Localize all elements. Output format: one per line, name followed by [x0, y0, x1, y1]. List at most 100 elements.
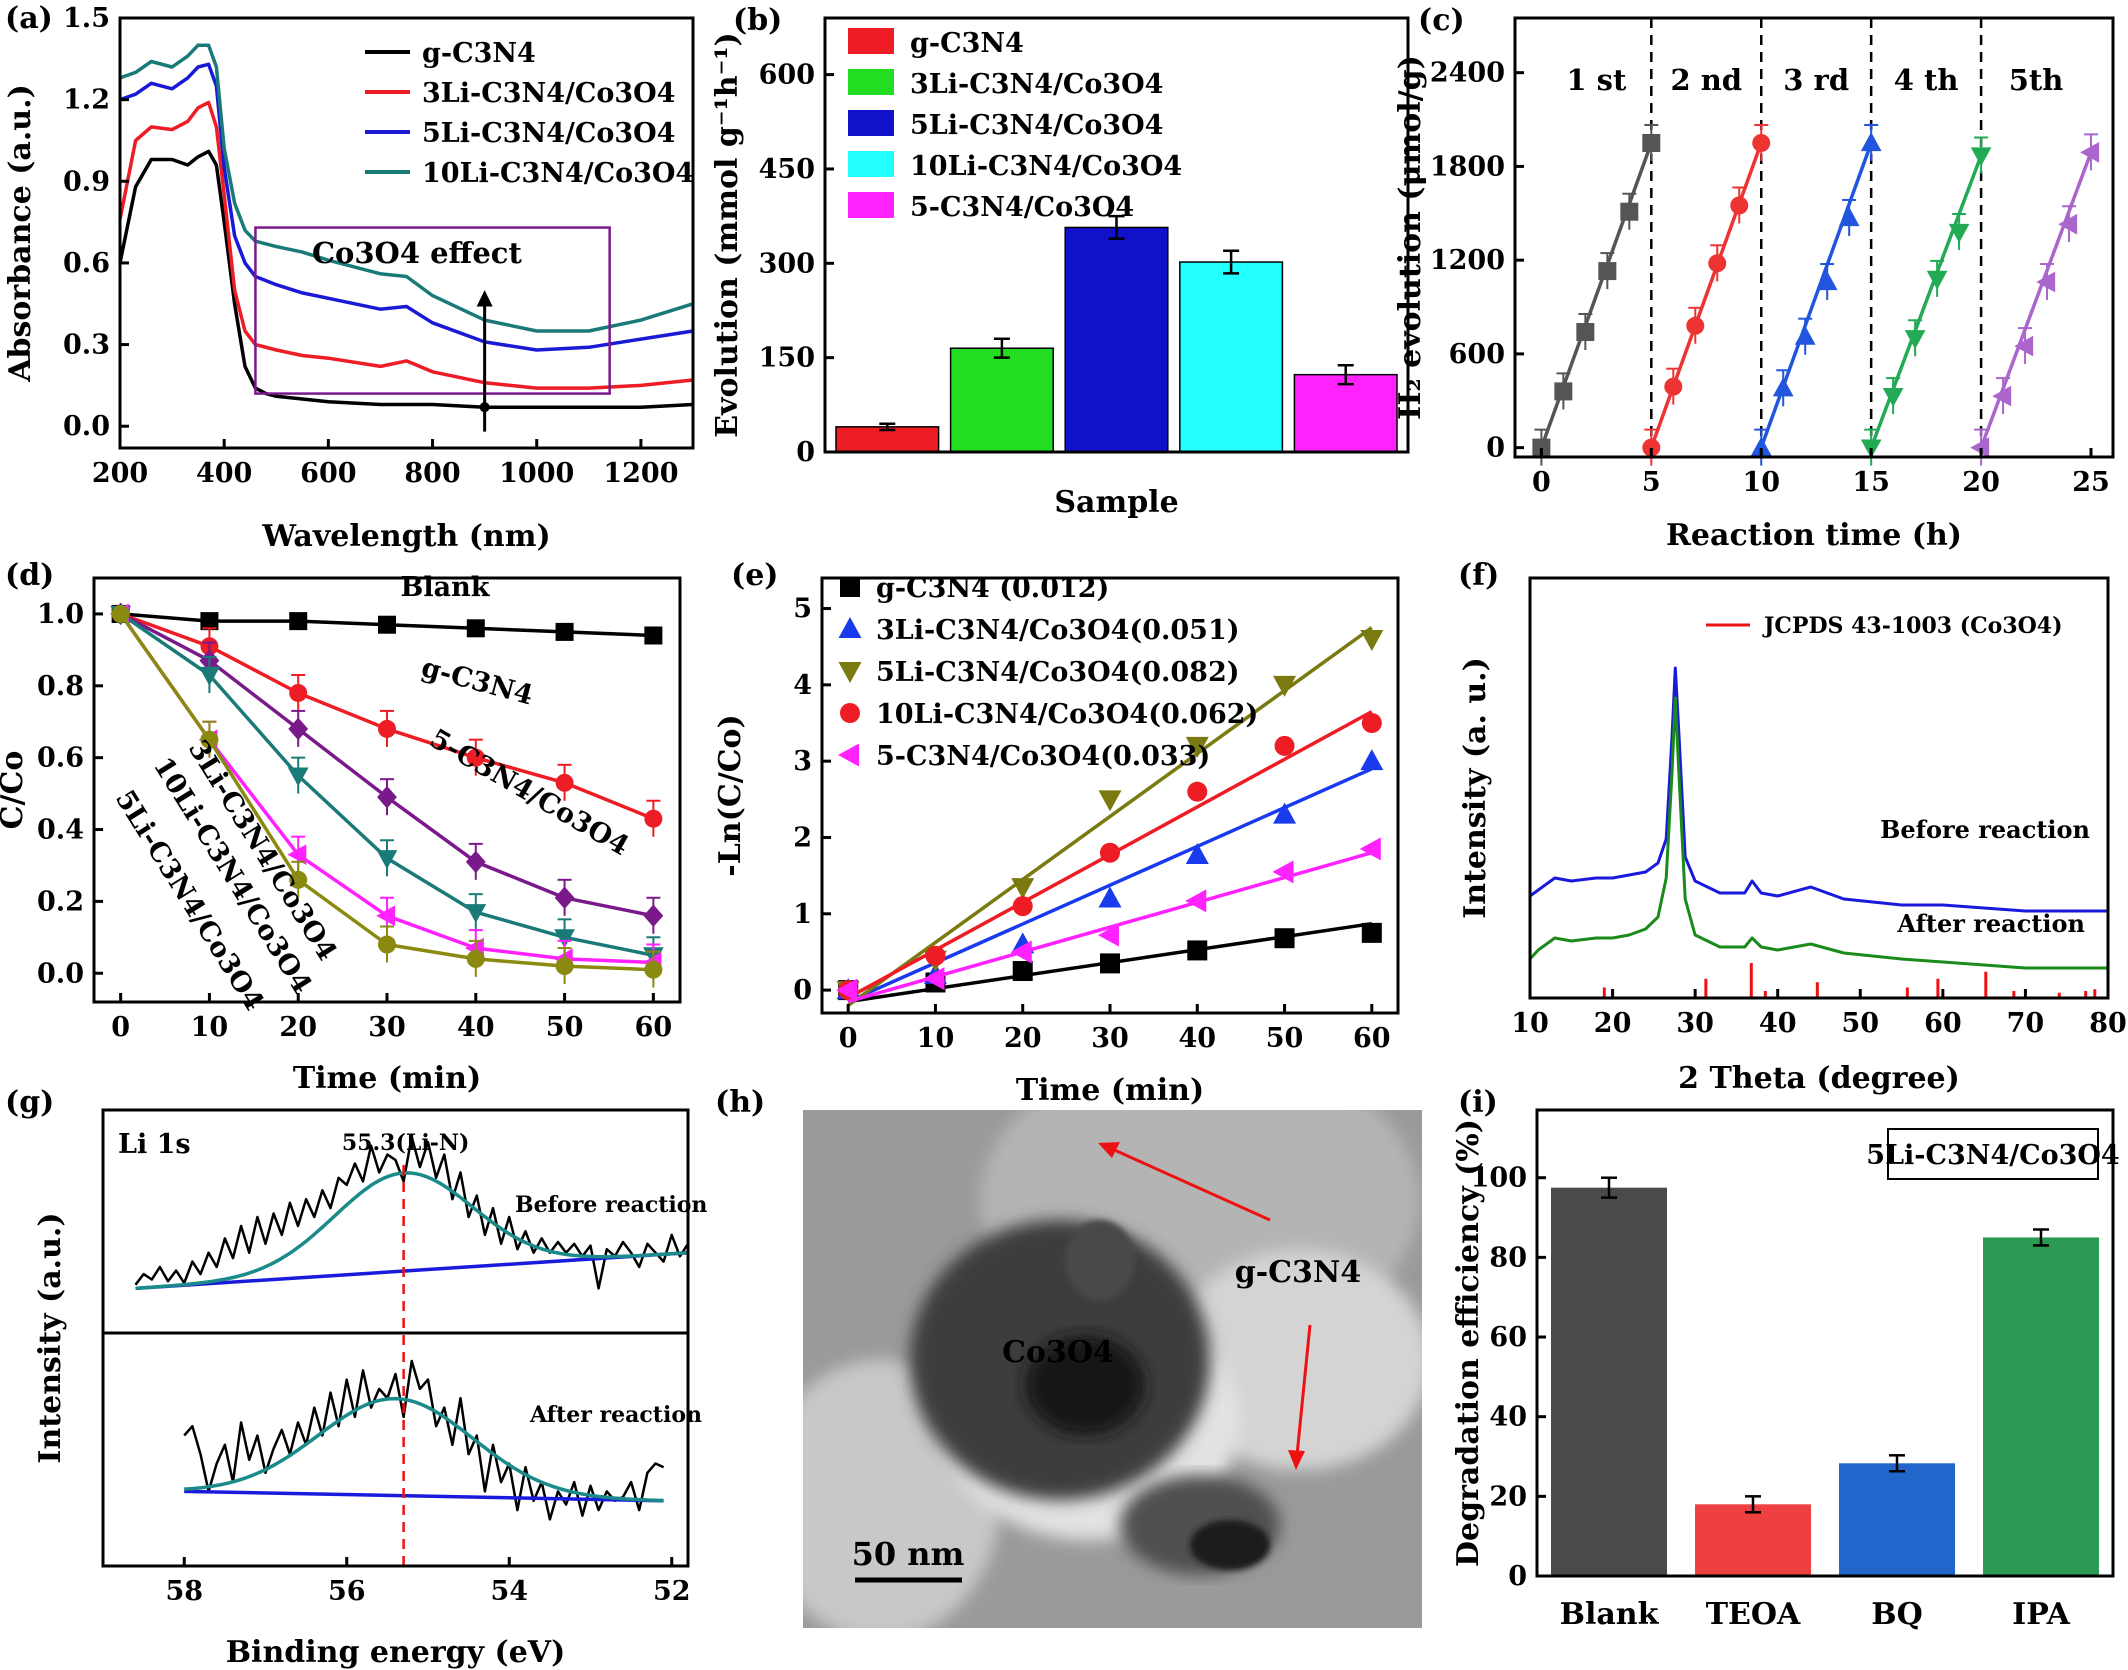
label-arrow-head [1098, 1142, 1120, 1158]
legend-label: 10Li-C3N4/Co3O4(0.062) [876, 699, 1258, 730]
x-tick-label: 50 [1266, 1023, 1304, 1054]
x-tick-label: 25 [2072, 467, 2110, 498]
x-tick-label: 1000 [499, 458, 574, 489]
legend-label: 3Li-C3N4/Co3O4 [910, 69, 1163, 100]
data-point [376, 850, 398, 870]
data-point [1664, 377, 1683, 396]
bar-i-3 [1983, 1237, 2099, 1576]
panel-series-label: Before reaction [515, 1192, 707, 1218]
x-tick-label: 10 [1742, 467, 1780, 498]
y-tick-label: 0.8 [37, 671, 84, 702]
data-point [1274, 735, 1295, 756]
raw-spectrum-1 [183, 1359, 665, 1521]
data-point [1012, 961, 1033, 982]
data-point [378, 615, 396, 634]
y-tick-label: 1200 [1430, 245, 1505, 276]
legend-label: 5-C3N4/Co3O4 [910, 192, 1134, 223]
data-point [1750, 436, 1772, 456]
y-tick-label: 60 [1489, 1322, 1527, 1353]
data-point [644, 809, 663, 828]
data-point [1708, 254, 1727, 273]
y-tick-label: 0.3 [63, 330, 110, 361]
panel-label: (b) [733, 3, 782, 38]
data-point [111, 604, 130, 623]
data-point [1794, 325, 1816, 345]
x-tick-label: 40 [1759, 1008, 1797, 1039]
data-point [289, 683, 308, 702]
legend-label: 5Li-C3N4/Co3O4(0.082) [876, 657, 1240, 688]
data-point [466, 619, 485, 638]
legend-box [1887, 1128, 2099, 1180]
data-point [1012, 896, 1033, 917]
legend-marker [838, 743, 859, 767]
x-category-label: Blank [1560, 1597, 1660, 1632]
y-axis-label: Evolution (mmol g⁻¹h⁻¹) [710, 32, 745, 438]
data-point [1098, 790, 1122, 812]
x-tick-label: 50 [1841, 1008, 1879, 1039]
data-point [2080, 142, 2100, 163]
x-tick-label: 40 [1178, 1023, 1216, 1054]
plot-frame-b [823, 16, 1410, 454]
baseline-0 [135, 1250, 689, 1291]
tem-particle [1065, 1220, 1135, 1300]
data-point [644, 960, 663, 979]
plot-frame-a [118, 16, 695, 450]
legend-label: 5Li-C3N4/Co3O4 [910, 110, 1163, 141]
x-tick-label: 70 [2007, 1008, 2045, 1039]
data-point [923, 967, 945, 991]
cycle-label: 4 th [1894, 63, 1959, 97]
panel-series-label: After reaction [529, 1402, 702, 1428]
data-point [1598, 262, 1617, 281]
y-tick-label: 100 [1471, 1163, 1527, 1194]
data-point [376, 905, 396, 927]
legend-swatch [848, 69, 894, 95]
baseline-1 [184, 1489, 664, 1503]
y-tick-label: 1800 [1430, 151, 1505, 182]
y-tick-label: 300 [759, 248, 815, 279]
data-point [1185, 736, 1209, 758]
fit-line-c-2 [1759, 142, 1873, 449]
legend-swatch [848, 28, 894, 54]
y-axis-label: H₂ evolution (μmol/g) [1393, 55, 1428, 420]
y-tick-label: 0.6 [63, 248, 110, 279]
x-tick-label: 20 [1962, 467, 2000, 498]
x-axis-label: Time (min) [293, 1061, 481, 1096]
data-point [1838, 207, 1860, 227]
legend-label: g-C3N4 (0.012) [876, 573, 1109, 604]
bar-i-2 [1839, 1463, 1955, 1576]
y-tick-label: 2 [793, 822, 812, 853]
legend-swatch [848, 151, 894, 177]
bar-b-3 [1179, 261, 1284, 453]
data-point [466, 949, 485, 968]
x-tick-label: 10 [917, 1023, 955, 1054]
annotation: Co3O4 effect [312, 236, 523, 270]
x-axis-label: Time (min) [1016, 1073, 1204, 1108]
x-axis-label: Binding energy (eV) [226, 1635, 566, 1670]
y-axis-label: Intensity (a.u.) [33, 1212, 68, 1463]
data-point [1010, 940, 1032, 964]
y-tick-label: 0.0 [37, 958, 84, 989]
x-tick-label: 58 [165, 1576, 203, 1607]
x-tick-label: 30 [368, 1012, 406, 1043]
y-tick-label: 1.0 [37, 599, 84, 630]
x-tick-label: 20 [1594, 1008, 1632, 1039]
data-point [1926, 270, 1948, 290]
x-tick-label: 80 [2089, 1008, 2127, 1039]
series-label: After reaction [1896, 909, 2085, 938]
x-tick-label: 0 [839, 1023, 858, 1054]
x-tick-label: 20 [1004, 1023, 1042, 1054]
panel-label: (f) [1458, 558, 1499, 593]
x-tick-label: 600 [300, 458, 356, 489]
data-point [1273, 802, 1297, 824]
data-point [1011, 878, 1035, 900]
data-point [1882, 387, 1904, 407]
x-tick-label: 60 [1924, 1008, 1962, 1039]
y-axis-label: Degradation efficiency (%) [1451, 1119, 1486, 1567]
data-point [1098, 923, 1119, 947]
data-point [1860, 132, 1882, 152]
x-tick-label: 54 [490, 1576, 528, 1607]
x-tick-label: 50 [546, 1012, 584, 1043]
tem-particle [1190, 1520, 1270, 1570]
panel-label: (e) [731, 558, 778, 593]
